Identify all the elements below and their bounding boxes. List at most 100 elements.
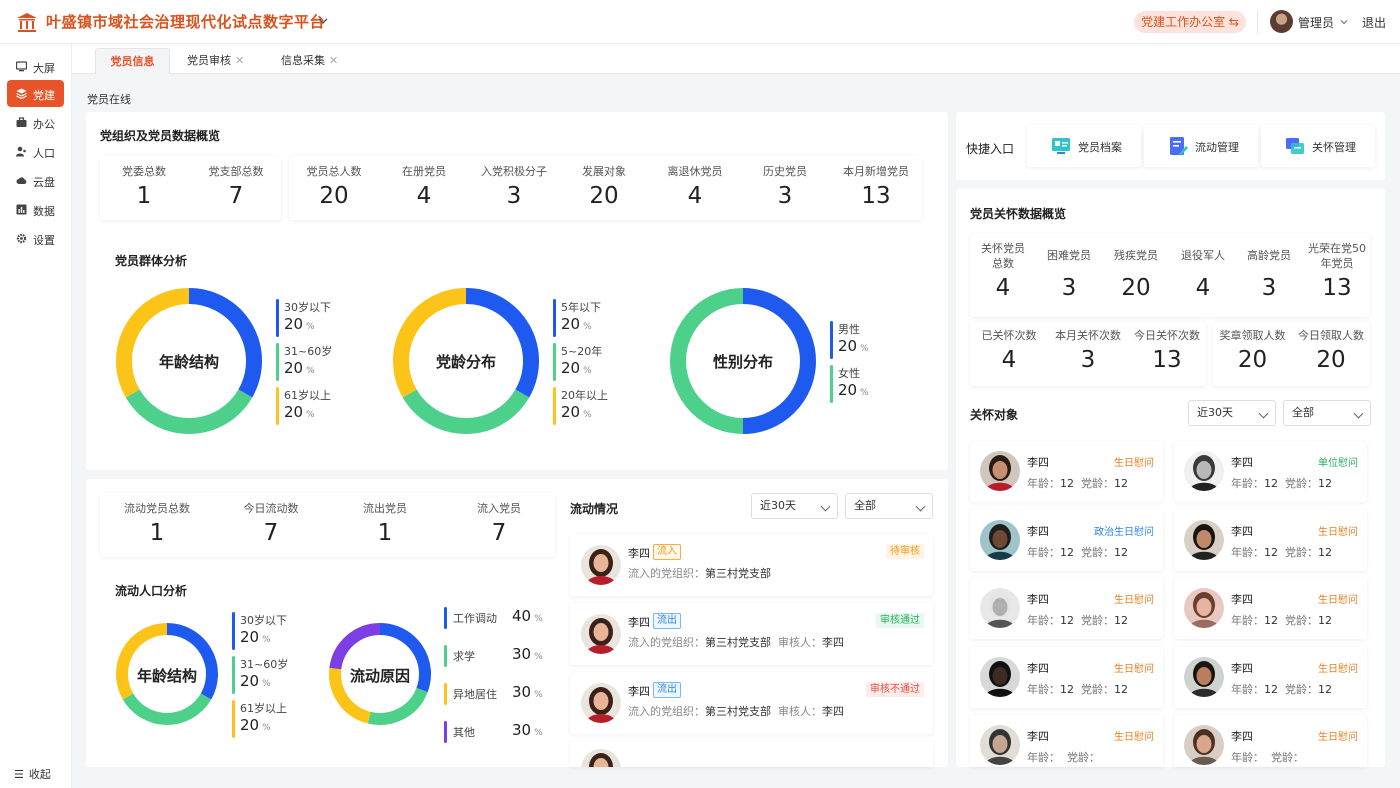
quick-archive-button[interactable]: 党员档案	[1027, 125, 1141, 167]
legend-label: 工作调动	[453, 612, 497, 625]
stat-value: 4	[1001, 347, 1017, 373]
care-target-item[interactable]: 李四 单位慰问 年龄：12 党龄：12	[1174, 441, 1367, 502]
sidebar-item-screen[interactable]: 大屏	[7, 53, 64, 80]
member-name: 李四	[1231, 524, 1253, 538]
flow-type-select[interactable]: 全部	[845, 493, 933, 519]
sidebar-item-label: 大屏	[33, 62, 55, 75]
care-target-item[interactable]: 李四 生日慰问 年龄：12 党龄：12	[1174, 509, 1367, 571]
care-target-item[interactable]: 李四 生日慰问 年龄：12 党龄：12	[970, 646, 1163, 708]
legend-label: 求学	[453, 650, 475, 663]
stat-label: 历史党员	[763, 165, 807, 178]
sidebar-item-settings[interactable]: 设置	[7, 225, 64, 252]
stat-label: 残疾党员	[1114, 249, 1158, 262]
stat-today-received: 今日领取人数 20	[1292, 328, 1370, 374]
care-type-select[interactable]: 全部	[1283, 400, 1371, 426]
tab-info-collect[interactable]: 信息采集 ✕	[281, 48, 338, 74]
flow-tag: 流入	[653, 544, 681, 560]
donut-center-label: 年龄结构	[136, 667, 197, 685]
stat-value: 4	[1195, 275, 1211, 301]
stat-flow-in: 流入党员 7	[442, 501, 556, 547]
care-target-item[interactable]: 李四 生日慰问 年龄：12 党龄：12	[970, 578, 1163, 639]
flow-list-item-partial[interactable]	[570, 741, 933, 767]
avatar	[980, 725, 1020, 765]
tab-member-review[interactable]: 党员审核 ✕	[187, 48, 244, 74]
logout-link[interactable]: 退出	[1362, 16, 1387, 30]
care-type: 生日慰问	[1114, 458, 1154, 469]
care-target-item[interactable]: 李四 政治生日慰问 年龄：12 党龄：12	[970, 509, 1163, 571]
care-type: 生日慰问	[1114, 663, 1154, 675]
member-name: 李四	[1027, 593, 1049, 606]
flow-org-line: 流入的党组织：第三村党支部 审核人：李四	[628, 636, 844, 649]
quick-care-button[interactable]: 关怀管理	[1261, 125, 1375, 167]
collapse-icon: ☰	[14, 768, 24, 781]
stat-label: 光荣在党50年党员	[1308, 242, 1366, 270]
sidebar-item-data[interactable]: 数据	[7, 196, 64, 223]
care-type: 生日慰问	[1318, 595, 1358, 606]
status-badge: 审核不通过	[866, 682, 924, 697]
legend-value: 20%	[240, 628, 271, 646]
stat-label: 党支部总数	[208, 165, 264, 178]
close-icon[interactable]: ✕	[235, 54, 245, 67]
legend-value: 30%	[512, 645, 543, 663]
stat-label: 入党积极分子	[481, 165, 547, 178]
stat-value: 13	[1152, 347, 1182, 373]
overview-title: 党组织及党员数据概览	[100, 129, 221, 143]
quick-flow-button[interactable]: 流动管理	[1144, 125, 1258, 167]
people-icon	[16, 146, 26, 157]
tab-bar	[72, 44, 1400, 74]
legend-label: 31~60岁	[284, 345, 333, 358]
admin-avatar[interactable]	[1270, 10, 1293, 33]
legend-value: 20%	[561, 359, 592, 377]
office-switch-button[interactable]: 党建工作办公室 ⇆	[1134, 11, 1246, 33]
stat-label: 关怀党员总数	[981, 242, 1025, 270]
donut-center-label: 年龄结构	[158, 353, 219, 371]
flow-list-item[interactable]: 李四 流出 流入的党组织：第三村党支部 审核人：李四 审核不通过	[570, 672, 933, 734]
member-name: 李四	[1027, 730, 1049, 743]
tab-label: 党员审核	[187, 54, 231, 67]
legend-value: 20%	[838, 381, 869, 399]
sidebar-item-population[interactable]: 人口	[7, 138, 64, 165]
age-line: 年龄：12 党龄：12	[1231, 477, 1332, 490]
care-type: 生日慰问	[1318, 663, 1358, 675]
flow-time-select[interactable]: 近30天	[751, 493, 838, 519]
sidebar-item-cloud[interactable]: 云盘	[7, 167, 64, 194]
sidebar-item-office[interactable]: 办公	[7, 109, 64, 136]
admin-name[interactable]: 管理员	[1298, 16, 1335, 30]
stat-value: 4	[416, 183, 432, 209]
stat-value: 3	[1261, 275, 1277, 301]
sidebar-item-party[interactable]: 党建	[7, 80, 64, 107]
layers-icon	[16, 88, 27, 99]
tab-member-info[interactable]: 党员信息	[95, 48, 170, 74]
age-line: 年龄：12 党龄：12	[1027, 477, 1128, 490]
quick-label: 党员档案	[1078, 141, 1122, 154]
chevron-down-icon[interactable]	[1340, 18, 1348, 26]
care-target-item[interactable]: 李四 生日慰问 年龄： 党龄：	[1174, 715, 1367, 767]
header-divider	[1257, 10, 1258, 34]
legend-color-bar	[232, 700, 235, 738]
flow-tag: 流出	[653, 613, 681, 629]
care-target-item[interactable]: 李四 生日慰问年龄：12 党龄：12	[970, 441, 1163, 502]
stat-label: 已关怀次数	[981, 329, 1037, 342]
member-name: 李四	[628, 685, 650, 698]
stat-poor: 困难党员 3	[1036, 248, 1102, 302]
care-target-item[interactable]: 李四 生日慰问 年龄： 党龄：	[970, 715, 1163, 767]
care-type: 生日慰问	[1114, 595, 1154, 606]
care-target-item[interactable]: 李四 生日慰问 年龄：12 党龄：12	[1174, 646, 1367, 708]
flow-list-item[interactable]: 李四 流出 流入的党组织：第三村党支部 审核人：李四 审核通过	[570, 603, 933, 665]
avatar	[980, 519, 1020, 560]
care-target-item[interactable]: 李四 生日慰问 年龄：12 党龄：12	[1174, 578, 1367, 639]
chevron-down-icon[interactable]	[318, 16, 328, 26]
flow-tag: 流出	[653, 682, 681, 698]
stat-value: 3	[1080, 347, 1096, 373]
flow-list-item[interactable]: 李四 流入 流入的党组织：第三村党支部 待审核	[570, 534, 933, 596]
care-time-select[interactable]: 近30天	[1188, 400, 1276, 426]
member-name: 李四	[1027, 456, 1049, 469]
flow-analysis-title: 流动人口分析	[115, 584, 188, 598]
stat-activists: 入党积极分子 3	[469, 164, 559, 210]
close-icon[interactable]: ✕	[329, 54, 339, 67]
tab-label: 党员信息	[110, 55, 155, 68]
stat-value: 13	[1322, 275, 1352, 301]
select-value: 全部	[854, 499, 876, 512]
collapse-button[interactable]: ☰ 收起	[14, 766, 51, 782]
legend-value: 20%	[284, 315, 315, 333]
